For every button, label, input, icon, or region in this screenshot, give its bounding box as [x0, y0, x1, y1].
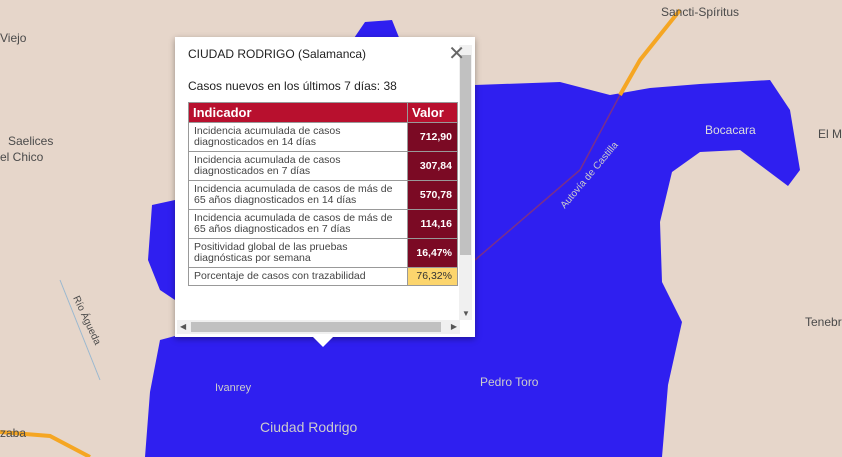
row-label: Incidencia acumulada de casos diagnostic…	[188, 151, 408, 181]
place-label: Viejo	[0, 31, 27, 45]
row-label: Incidencia acumulada de casos de más de …	[188, 209, 408, 239]
row-value: 307,84	[407, 151, 458, 181]
row-value: 712,90	[407, 122, 458, 152]
highway	[618, 8, 682, 96]
header-value: Valor	[407, 102, 458, 123]
place-label: Tenebr	[805, 315, 842, 329]
table-row: Incidencia acumulada de casos de más de …	[188, 180, 458, 210]
table-row: Porcentaje de casos con trazabilidad 76,3…	[188, 267, 458, 286]
place-label: Ciudad Rodrigo	[260, 419, 358, 435]
vertical-scroll-thumb[interactable]	[460, 55, 471, 255]
row-value: 114,16	[407, 209, 458, 239]
cases-summary: Casos nuevos en los últimos 7 días: 38	[188, 79, 447, 93]
cases-label: Casos nuevos en los últimos 7 días:	[188, 79, 381, 93]
table-row: Incidencia acumulada de casos de más de …	[188, 209, 458, 239]
popup-title: CIUDAD RODRIGO (Salamanca)	[188, 47, 367, 61]
place-label: Sancti-Spíritus	[661, 5, 740, 19]
river	[59, 279, 101, 381]
row-label: Positividad global de las pruebas diagnó…	[188, 238, 408, 268]
place-label: El M	[818, 127, 842, 141]
highway-left	[0, 430, 91, 457]
horizontal-scrollbar[interactable]: ◀ ▶	[177, 320, 460, 334]
row-label: Incidencia acumulada de casos de más de …	[188, 180, 408, 210]
table-row: Incidencia acumulada de casos diagnostic…	[188, 122, 458, 152]
row-value: 570,78	[407, 180, 458, 210]
place-label: Pedro Toro	[480, 375, 539, 389]
horizontal-scroll-thumb[interactable]	[191, 322, 441, 332]
place-label: Bocacara	[705, 123, 756, 137]
popup-tip	[313, 337, 333, 347]
road	[474, 94, 621, 261]
close-icon[interactable]: ✕	[448, 43, 465, 65]
info-popup: CIUDAD RODRIGO (Salamanca) Casos nuevos …	[175, 37, 475, 347]
table-row: Positividad global de las pruebas diagnó…	[188, 238, 458, 268]
table-row: Incidencia acumulada de casos diagnostic…	[188, 151, 458, 181]
row-value: 16,47%	[407, 238, 458, 268]
place-label: zaba	[0, 426, 27, 440]
row-label: Porcentaje de casos con trazabilidad	[188, 267, 408, 286]
place-label: Ivanrey	[215, 382, 252, 394]
vertical-scrollbar[interactable]: ▼	[459, 45, 472, 320]
cases-value: 38	[383, 79, 397, 93]
scroll-right-arrow-icon[interactable]: ▶	[450, 322, 457, 331]
row-value: 76,32%	[407, 267, 458, 286]
indicator-table: Indicador Valor Incidencia acumulada de c…	[188, 102, 458, 286]
scroll-down-arrow-icon[interactable]: ▼	[462, 309, 470, 318]
popup-content: CIUDAD RODRIGO (Salamanca) Casos nuevos …	[175, 37, 460, 320]
header-indicator: Indicador	[188, 102, 408, 123]
place-label: Saelices	[8, 134, 54, 148]
scroll-left-arrow-icon[interactable]: ◀	[180, 322, 187, 331]
row-label: Incidencia acumulada de casos diagnostic…	[188, 122, 408, 152]
place-label: el Chico	[0, 150, 44, 164]
